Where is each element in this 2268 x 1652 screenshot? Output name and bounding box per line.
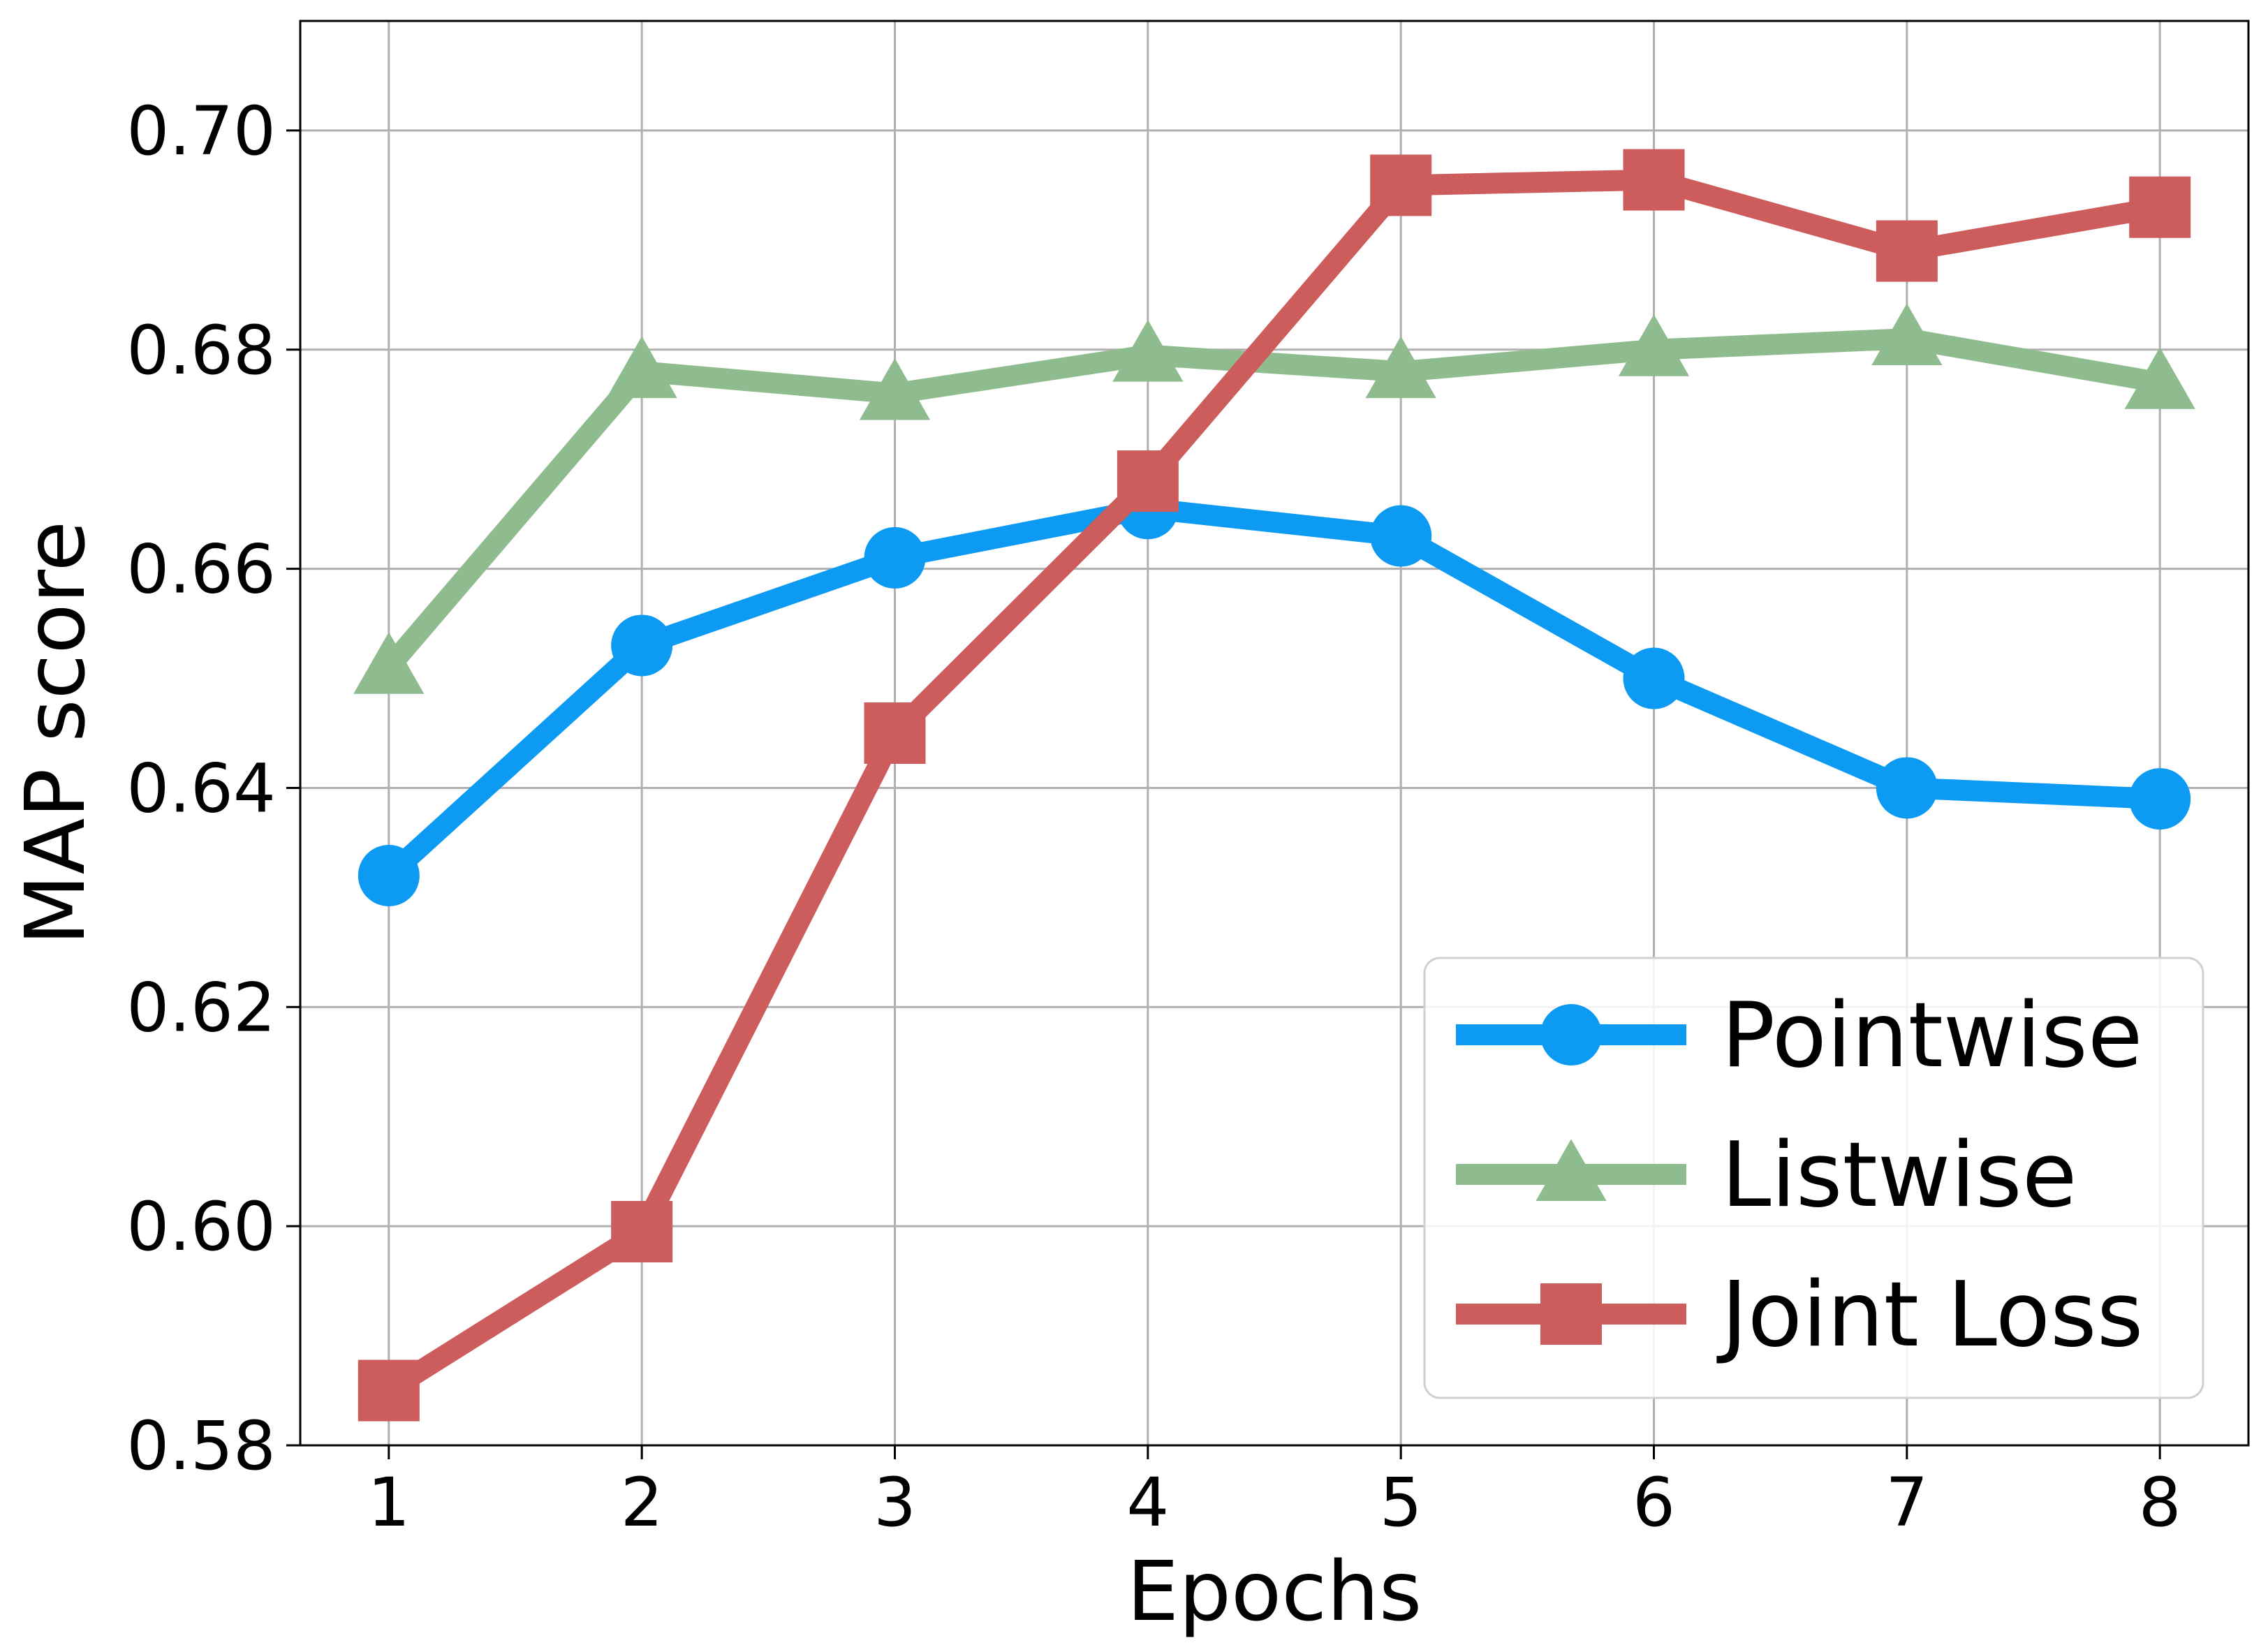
y-tick-label: 0.58 [126, 1407, 276, 1485]
data-point [358, 1359, 420, 1422]
data-point [1370, 154, 1432, 216]
data-point [611, 1201, 673, 1262]
y-tick-label: 0.64 [126, 749, 276, 827]
data-point [611, 614, 673, 677]
legend-item: Listwise [1456, 1123, 2077, 1227]
data-point [859, 357, 931, 420]
x-tick-label: 4 [1126, 1463, 1169, 1542]
series-listwise [353, 303, 2195, 694]
x-tick-label: 8 [2139, 1463, 2181, 1542]
legend-marker [1536, 1139, 1607, 1201]
y-tick-label: 0.68 [126, 311, 276, 390]
x-axis-label: Epochs [1127, 1543, 1422, 1639]
series-line [381, 328, 2162, 674]
x-tick-label: 5 [1380, 1463, 1422, 1542]
plot-frame [299, 20, 2250, 1447]
series-joint-loss [358, 149, 2191, 1422]
data-point [2129, 768, 2191, 830]
y-axis-label: MAP score [7, 521, 103, 945]
data-point [1876, 220, 1938, 282]
data-point [353, 632, 425, 694]
legend-item: Joint Loss [1456, 1263, 2143, 1367]
legend-label: Joint Loss [1716, 1263, 2143, 1367]
legend-box [1423, 957, 2204, 1399]
x-tick-label: 7 [1885, 1463, 1928, 1542]
x-tick-label: 6 [1633, 1463, 1675, 1542]
series-lines [353, 149, 2195, 1422]
y-tick-label: 0.62 [126, 968, 276, 1047]
legend-label: Listwise [1721, 1123, 2077, 1227]
y-tick-label: 0.60 [126, 1188, 276, 1266]
x-tick-label: 1 [367, 1463, 410, 1542]
y-tick-label: 0.70 [126, 92, 276, 170]
series-line [383, 169, 2162, 1400]
data-point [1871, 303, 1943, 366]
data-point [2129, 176, 2191, 238]
legend: Pointwise Listwise Joint Loss [1423, 957, 2204, 1399]
data-point [606, 336, 677, 399]
data-point [1370, 505, 1432, 567]
data-point [358, 845, 420, 906]
legend-marker [1540, 1283, 1602, 1345]
legend-marker [1540, 1004, 1602, 1065]
y-tick-label: 0.66 [126, 531, 276, 609]
data-point [1876, 757, 1938, 819]
data-point [1117, 450, 1179, 512]
legend-label: Pointwise [1721, 984, 2143, 1088]
data-point [2124, 347, 2195, 409]
series-line [381, 498, 2160, 884]
data-point [1112, 320, 1184, 382]
legend-item: Pointwise [1456, 984, 2143, 1088]
axis-ticks: 1 2 3 4 5 6 7 8 0.58 0.60 0.62 0.64 0.66 0.68 0.70 [126, 92, 2181, 1542]
data-point [864, 702, 926, 764]
data-point [1623, 149, 1685, 211]
x-tick-label: 2 [621, 1463, 663, 1542]
data-point [1365, 336, 1436, 399]
data-point [1618, 314, 1690, 376]
data-point [1623, 647, 1685, 709]
data-point [864, 526, 926, 589]
x-tick-label: 3 [874, 1463, 916, 1542]
